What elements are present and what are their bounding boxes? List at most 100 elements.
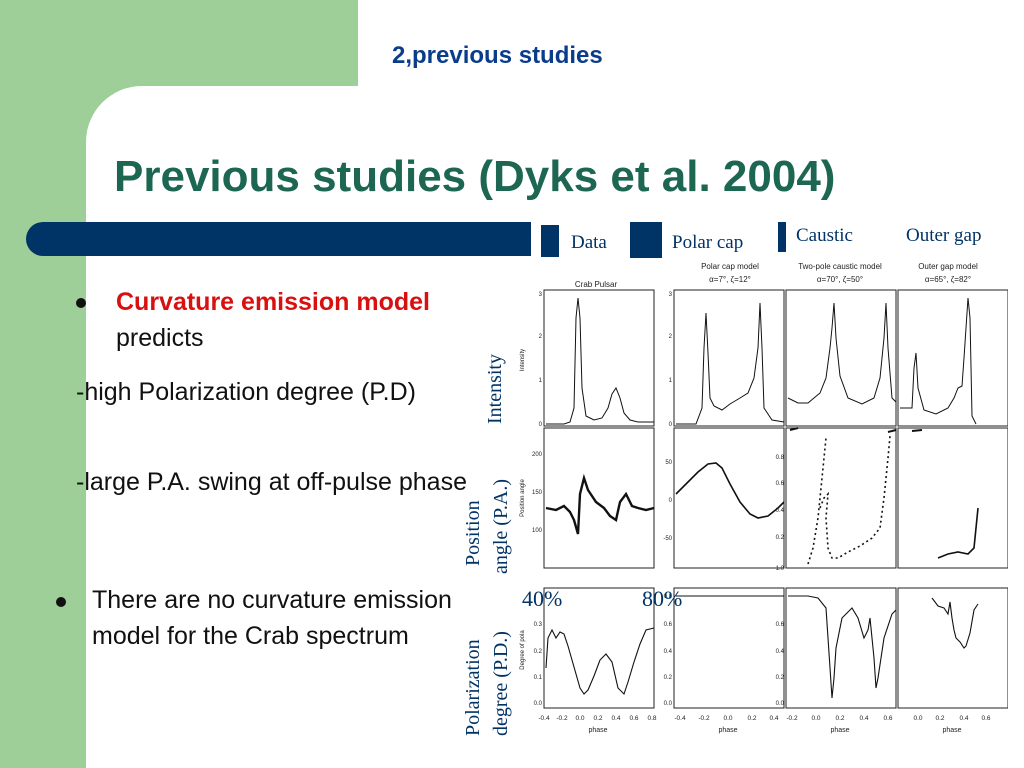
pa-tick-c3-04: 0.4 [776,508,785,514]
pa-caustic-curve-1 [807,437,827,565]
legend-polar-cap: Polar cap [672,232,744,253]
pd-tick-c3-02: 0.2 [776,675,785,681]
int-tick-pc-0: 0 [669,422,673,428]
x-axis-labels: phase phase phase phase [588,727,961,734]
panel-frame-int-polarcap [673,289,785,427]
int-tick-1: 1 [539,378,543,384]
xtick-c4-0: 0.0 [913,715,922,722]
pa-caustic-curve-2 [819,435,891,559]
pd-tick-pc-04: 0.4 [664,649,673,655]
background-green-left [0,0,86,768]
inner-ylabel-pd: Degree of pola [520,630,526,670]
curve-intensity-crab [546,297,654,425]
legend-caustic: Caustic [796,225,853,246]
x-tick-labels: -0.4 -0.2 0.0 0.2 0.4 0.6 0.8 -0.4 -0.2 … [538,715,990,722]
xtick-c1-6: 0.8 [647,715,656,722]
intensity-curves [546,297,977,425]
curve-intensity-caustic [787,302,897,405]
col-title-caustic-params: α=70°, ζ=50° [817,275,863,284]
xlabel-col3: phase [830,727,849,734]
pd-tick-02: 0.2 [534,649,543,655]
bullet-1-rest: predicts [116,324,204,352]
col-title-polarcap: Polar cap model [701,262,759,271]
legend-polarcap-swatch [630,222,662,258]
panel-frame-int-outergap [897,289,1008,427]
pa-tick-150: 150 [532,490,543,496]
pa-tick-0: 0 [669,498,673,504]
panel-frame-pd-polarcap [673,587,785,709]
xtick-c1-3: 0.2 [593,715,602,722]
pd-tick-c3-06: 0.6 [776,622,785,628]
panel-frame-pa-polarcap [673,427,785,569]
pa-tick-50: 50 [665,460,672,466]
xtick-c4-3: 0.6 [981,715,990,722]
panel-frames [543,289,1008,709]
xtick-c2-3: 0.2 [747,715,756,722]
col-title-outergap-params: α=65°, ζ=82° [925,275,971,284]
panel-frame-pa-data [543,427,655,569]
sub-bullet-high-pd: -high Polarization degree (P.D) [76,378,417,406]
column-titles: Crab Pulsar Polar cap model α=7°, ζ=12° … [575,262,978,289]
xtick-c2-1: -0.2 [698,715,710,722]
panel-frame-pd-caustic [785,587,897,709]
xtick-c3-4: 0.6 [883,715,892,722]
inner-ylabel-intensity: Intensity [520,349,526,371]
pd-caustic-curve [788,595,897,699]
xtick-c3-1: 0.0 [811,715,820,722]
xtick-c1-0: -0.4 [538,715,550,722]
xlabel-col4: phase [942,727,961,734]
pd-tick-00: 0.0 [534,701,543,707]
pd-tick-pc-08: 0.8 [664,594,673,600]
pd-tick-03: 0.3 [534,622,543,628]
pd-annotation-80: 80% [642,586,683,611]
pa-tick-200: 200 [532,452,543,458]
xtick-c1-2: 0.0 [575,715,584,722]
slide-title: Previous studies (Dyks et al. 2004) [114,152,836,201]
pa-tick-100: 100 [532,528,543,534]
bullet-dot-2 [56,597,66,607]
panel-frame-pa-caustic [785,427,897,569]
pa-tick-c3-02: 0.2 [776,535,785,541]
legend-data: Data [571,232,607,253]
bullet-no-curvature-model: There are no curvature emission model fo… [92,586,452,650]
row-label-position: Position [462,500,484,566]
slide-subtitle: 2,previous studies [392,42,603,69]
col-title-polarcap-params: α=7°, ζ=12° [709,275,751,284]
pa-tick-c3-06: 0.6 [776,481,785,487]
sub-bullet-pa-swing: -large P.A. swing at off-pulse phase [76,468,467,496]
xtick-c4-2: 0.4 [959,715,968,722]
pa-scatter [545,427,979,565]
int-tick-0: 0 [539,422,543,428]
panel-frame-pd-outergap [897,587,1008,709]
int-tick-pc-2: 2 [669,334,673,340]
xtick-c3-0: -0.2 [786,715,798,722]
pd-tick-01: 0.1 [534,675,543,681]
legend-data-swatch [541,225,559,257]
pd-tick-pc-02: 0.2 [664,675,673,681]
legend-caustic-swatch [778,222,786,252]
xtick-c1-4: 0.4 [611,715,620,722]
panel-frame-int-data [543,289,655,427]
xlabel-col1: phase [588,727,607,734]
xlabel-col2: phase [718,727,737,734]
pa-caustic-top [789,427,897,433]
title-underline-bar [26,222,531,256]
panel-frame-pa-outergap [897,427,1008,569]
pd-outergap-curve [931,597,979,649]
pd-tick-c3-04: 0.4 [776,649,785,655]
int-tick-3: 3 [539,292,543,298]
pa-polarcap-curve [675,462,785,519]
row-label-intensity: Intensity [484,354,506,424]
bullet-curvature-model: Curvature emission model predicts [116,284,456,356]
pa-tick-c3-10: 1.0 [776,566,785,572]
xtick-c3-3: 0.4 [859,715,868,722]
slide-content-area [86,86,1024,768]
panel-frame-int-caustic [785,289,897,427]
inner-ylabels: Intensity Position angle Degree of pola [520,349,526,670]
int-tick-2: 2 [539,334,543,340]
pd-tick-pc-00: 0.0 [664,701,673,707]
xtick-c4-1: 0.2 [935,715,944,722]
pa-tick-c3-08: 0.8 [776,455,785,461]
xtick-c1-1: -0.2 [556,715,568,722]
pa-outergap-curve [937,507,979,559]
